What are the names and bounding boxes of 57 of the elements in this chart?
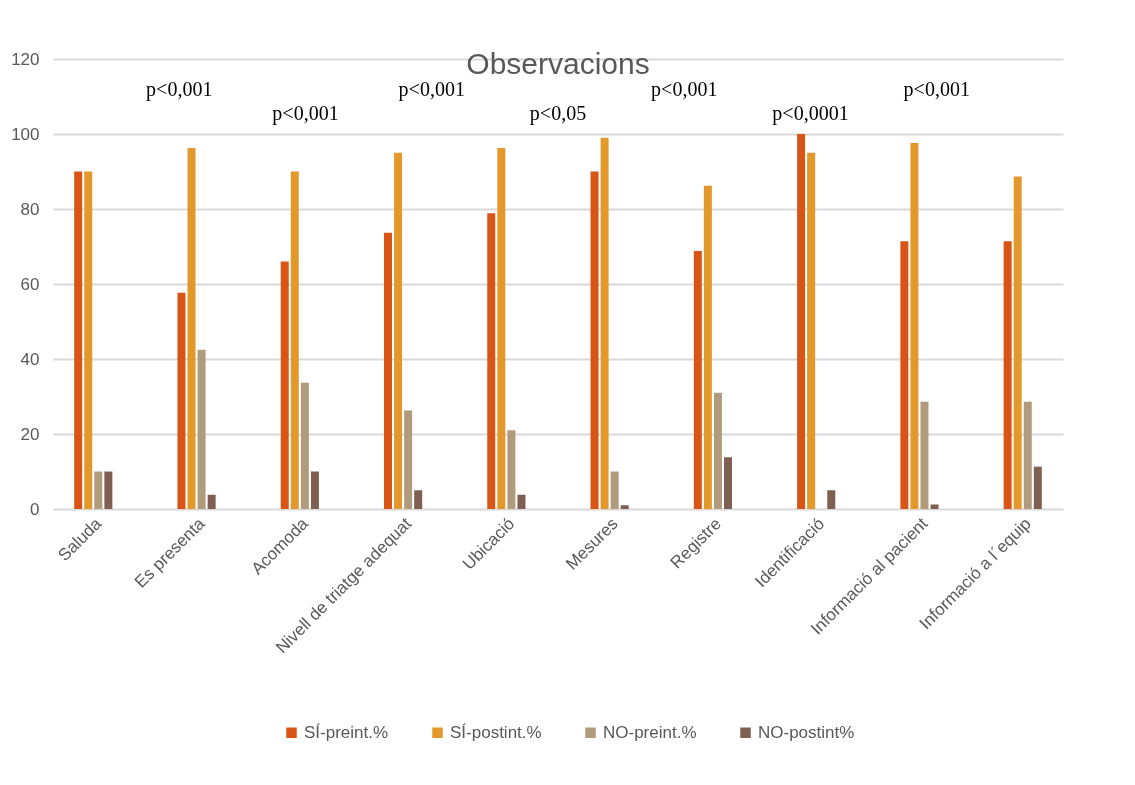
bar: [290, 171, 299, 509]
annotation: p<0,001: [903, 77, 970, 101]
bar: [487, 213, 496, 509]
bar: [703, 185, 712, 509]
bar: [620, 505, 629, 509]
y-tick-label: 100: [11, 124, 40, 144]
bar: [497, 147, 506, 509]
y-tick-label: 80: [20, 199, 40, 219]
bar: [310, 471, 319, 509]
legend-label: NO-postint%: [758, 722, 855, 742]
y-tick-label: 120: [11, 49, 40, 69]
legend-label: SÍ-postint.%: [450, 722, 542, 742]
annotation: p<0,001: [146, 77, 213, 101]
bar: [807, 152, 816, 509]
legend-label: NO-preint.%: [603, 722, 697, 742]
annotation: p<0,0001: [772, 102, 849, 126]
bar: [517, 494, 526, 509]
annotation: p<0,001: [651, 77, 718, 101]
bar: [394, 152, 403, 509]
bar: [920, 401, 929, 509]
bar: [197, 349, 206, 509]
bar: [590, 171, 599, 509]
y-tick-label: 0: [30, 499, 40, 519]
bar: [713, 392, 722, 509]
bar: [74, 171, 83, 509]
bar: [280, 261, 289, 509]
bar: [84, 171, 93, 509]
bar: [187, 147, 196, 509]
bar: [414, 490, 423, 509]
annotation: p<0,05: [529, 102, 587, 126]
y-tick-label: 20: [20, 424, 40, 444]
bar: [724, 457, 732, 509]
annotation: p<0,001: [398, 77, 465, 101]
bar: [1013, 176, 1022, 509]
y-tick-label: 40: [20, 349, 40, 369]
bar: [104, 471, 113, 509]
bar: [610, 471, 619, 509]
bar: [910, 143, 919, 509]
bar: [693, 251, 702, 509]
bar: [900, 241, 909, 509]
bar: [94, 471, 103, 509]
bar: [1003, 241, 1012, 509]
bar: [1023, 401, 1032, 509]
bar: [384, 232, 392, 509]
bar: [207, 494, 216, 509]
annotation: p<0,001: [272, 102, 339, 126]
bar: [507, 430, 516, 509]
bar: [600, 137, 609, 509]
bar: [827, 490, 836, 509]
bar: [1033, 466, 1042, 509]
bar: [300, 382, 309, 509]
chart-title: Observacions: [466, 47, 650, 80]
bar: [404, 410, 413, 509]
bar: [797, 134, 806, 509]
legend-label: SÍ-preint.%: [304, 722, 389, 742]
bar: [177, 292, 186, 509]
y-tick-label: 60: [20, 274, 40, 294]
